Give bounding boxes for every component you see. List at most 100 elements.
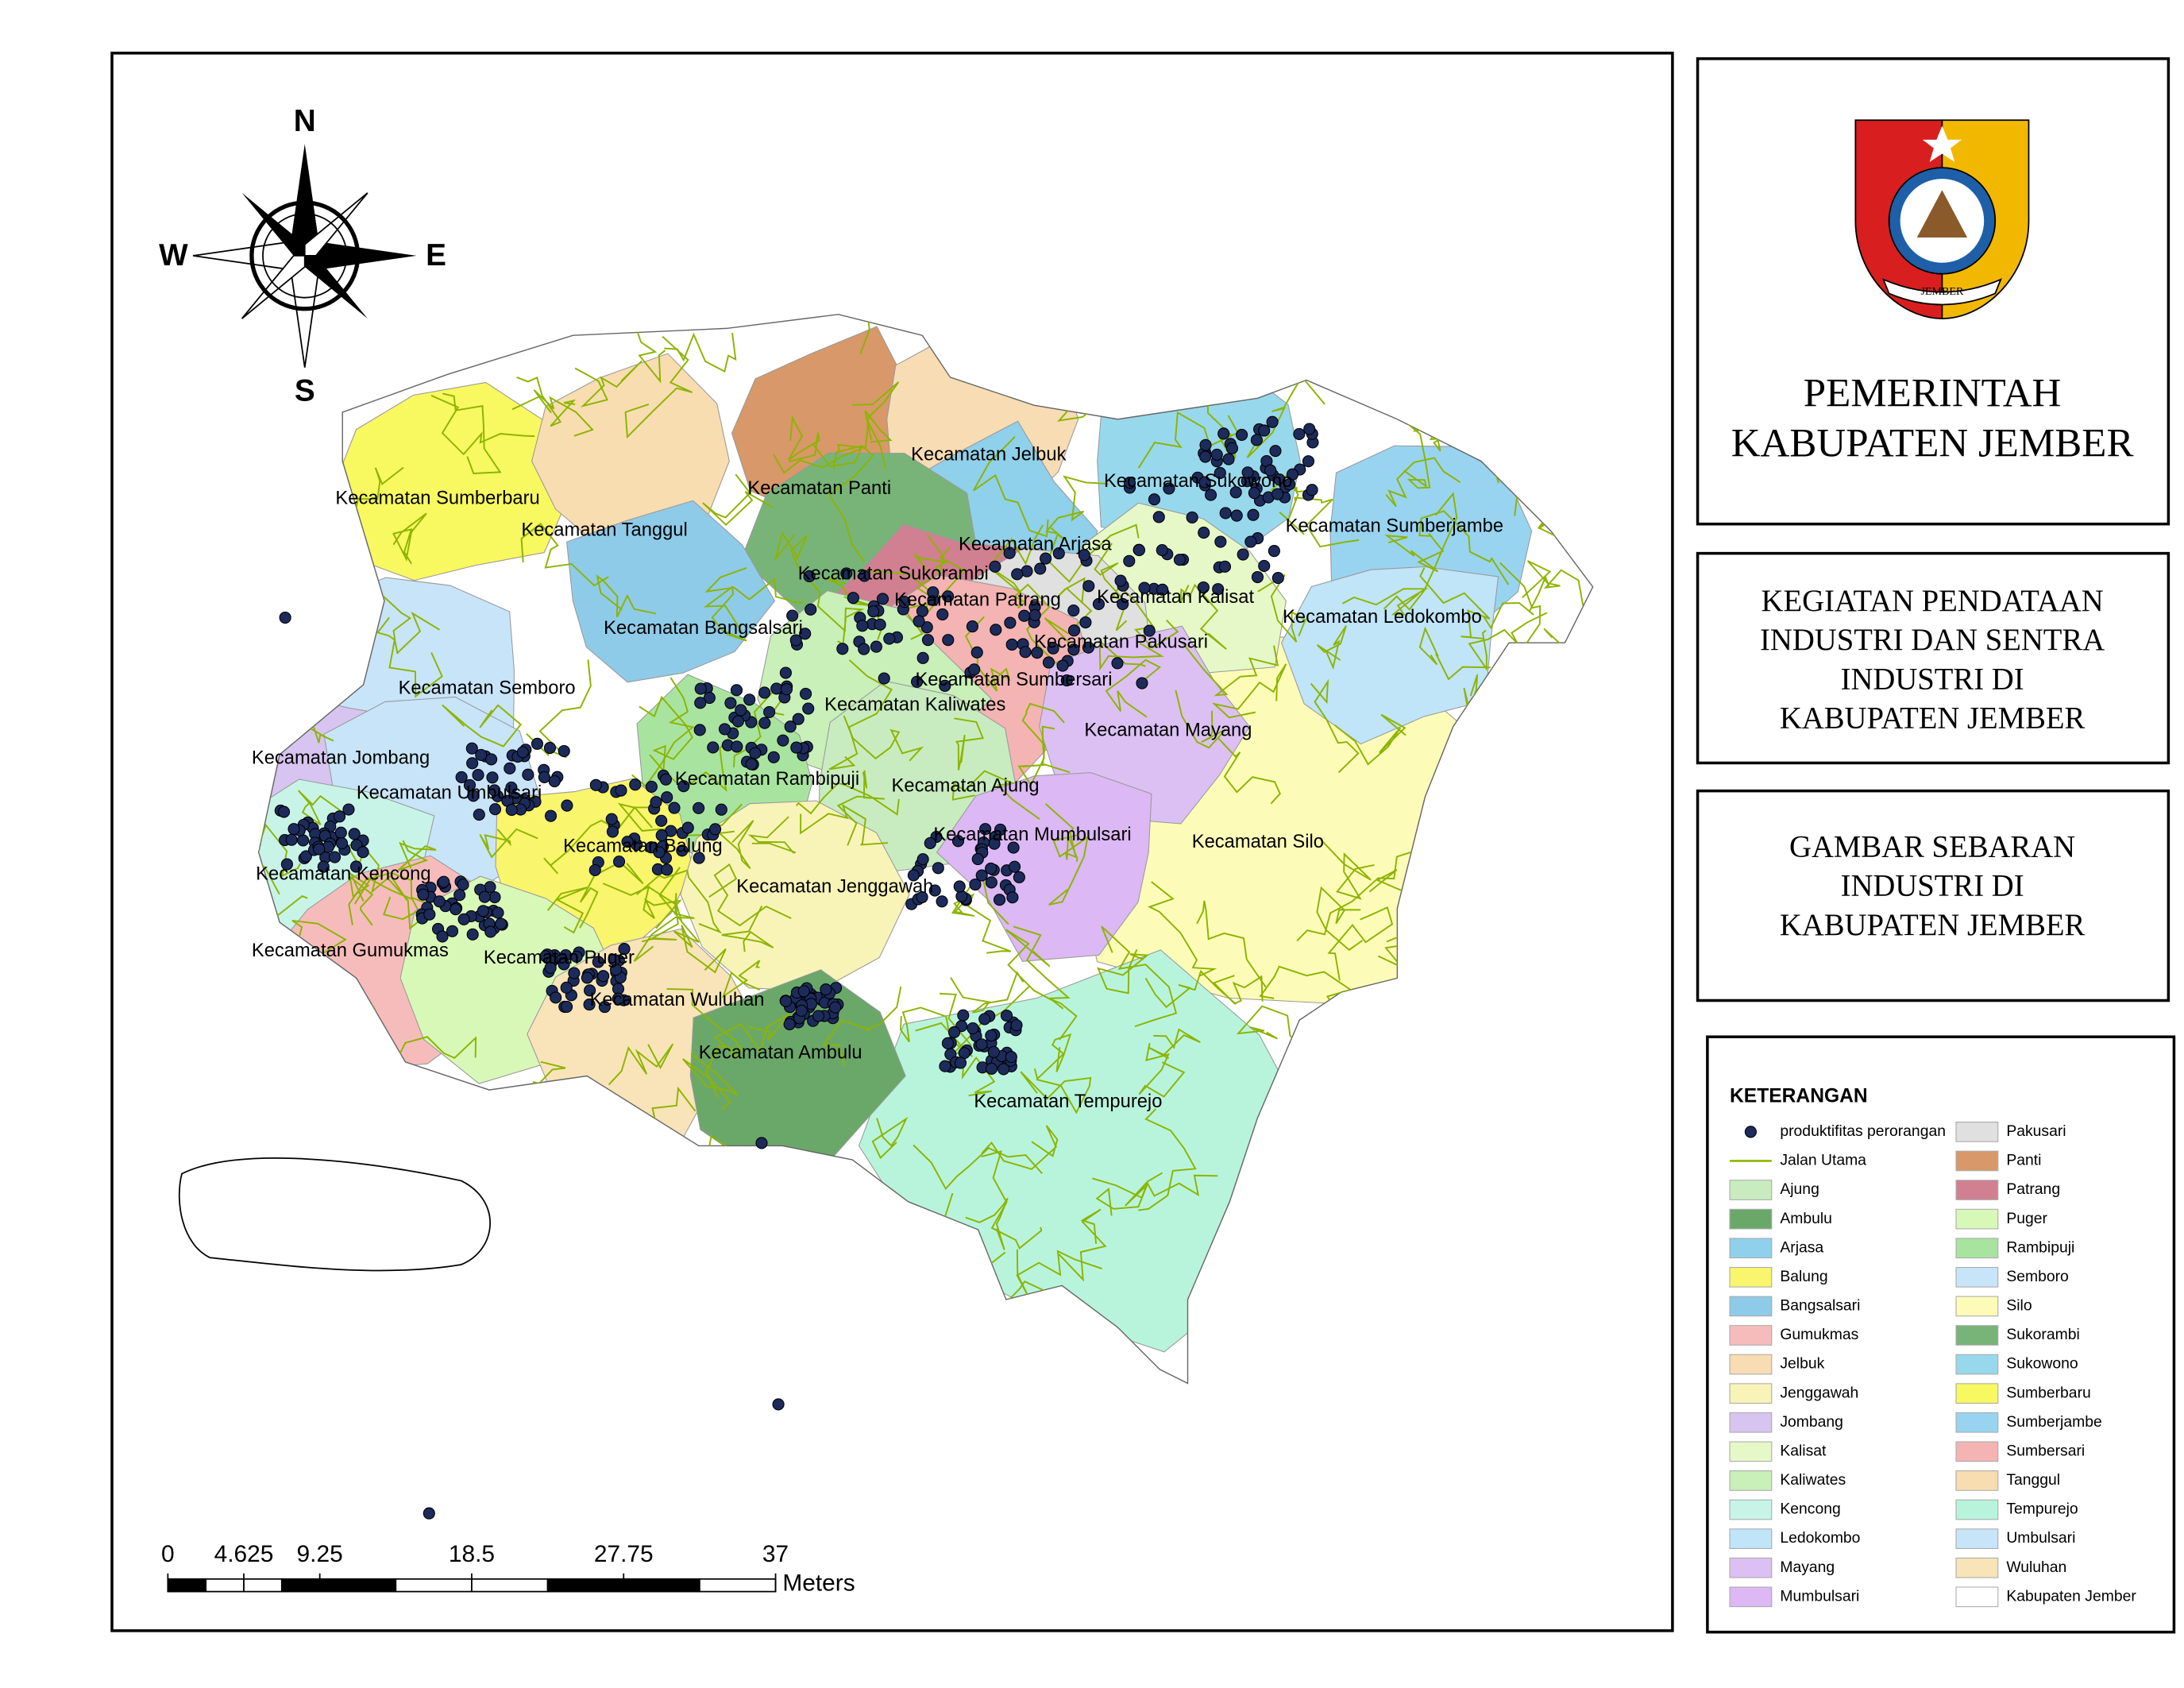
district-area — [566, 500, 776, 683]
industry-point — [584, 984, 596, 997]
legend-swatch — [1729, 1354, 1773, 1375]
industry-point — [1078, 549, 1090, 562]
industry-point — [1082, 580, 1095, 593]
road — [1236, 1005, 1314, 1060]
industry-point — [911, 675, 924, 688]
road — [382, 595, 440, 655]
legend-label: Jenggawah — [1780, 1384, 1858, 1401]
industry-point — [560, 981, 573, 994]
district-label: Kecamatan Kaliwates — [824, 695, 1005, 716]
road — [773, 443, 862, 474]
industry-point — [505, 781, 518, 794]
industry-point — [953, 880, 966, 893]
legend-swatch — [1955, 1441, 1999, 1462]
industry-point — [1004, 616, 1017, 629]
road — [1316, 625, 1347, 670]
industry-point — [1250, 434, 1263, 446]
industry-point — [1092, 597, 1106, 611]
road — [392, 512, 427, 565]
industry-point — [777, 734, 789, 747]
industry-point — [790, 741, 803, 754]
industry-point — [985, 876, 997, 889]
legend-swatch — [1955, 1325, 1999, 1346]
road — [1013, 925, 1078, 1041]
district-label: Kecamatan Gumukmas — [252, 941, 449, 961]
industry-point — [780, 683, 793, 696]
district-label: Kecamatan Arjasa — [959, 534, 1112, 554]
industry-point — [1266, 415, 1279, 428]
industry-point — [786, 609, 799, 622]
district-label: Kecamatan Bangsalsari — [604, 618, 803, 639]
industry-point — [718, 723, 731, 736]
industry-point — [348, 828, 361, 840]
road — [1101, 925, 1178, 1028]
industry-point — [417, 888, 430, 901]
district-label: Kecamatan Sumbersari — [915, 670, 1112, 690]
industry-point — [967, 1022, 979, 1035]
industry-point — [629, 778, 642, 791]
industry-point — [878, 672, 890, 685]
legend-swatch — [1955, 1122, 1999, 1142]
road — [1047, 523, 1140, 583]
legend-label: Sumbersari — [2006, 1442, 2085, 1459]
industry-point — [581, 971, 593, 984]
road — [602, 883, 682, 929]
road — [1058, 1208, 1107, 1282]
industry-point — [772, 1398, 785, 1411]
scale-label: 0 — [161, 1541, 175, 1567]
scale-label: 4.625 — [214, 1541, 274, 1567]
legend-label: Ledokombo — [1780, 1529, 1860, 1547]
legend-label: Rambipuji — [2006, 1238, 2074, 1256]
industry-point — [856, 620, 869, 632]
legend-dot — [1744, 1126, 1757, 1138]
industry-point — [795, 1004, 808, 1017]
industry-point — [1198, 476, 1211, 489]
road — [349, 871, 374, 926]
legend-label: Tempurejo — [2006, 1501, 2078, 1518]
road — [376, 616, 443, 698]
scale-bar: 0 4.625 9.25 18.5 27.75 37 Meters — [161, 1541, 855, 1597]
industry-point — [1031, 647, 1044, 659]
road — [430, 394, 535, 456]
figure-line: KABUPATEN JEMBER — [1780, 909, 2086, 942]
legend-label: Semboro — [2006, 1268, 2069, 1285]
industry-point — [1005, 638, 1018, 651]
legend-label: Puger — [2006, 1210, 2047, 1227]
industry-point — [693, 802, 705, 814]
road — [1105, 659, 1162, 718]
industry-points — [274, 415, 1319, 1520]
industry-point — [659, 773, 673, 786]
industry-point — [847, 592, 859, 605]
industry-point — [745, 758, 758, 771]
district-label: Kecamatan Panti — [747, 478, 891, 499]
industry-point — [936, 895, 948, 908]
industry-point — [731, 715, 744, 728]
industry-point — [423, 1507, 435, 1520]
road — [1095, 1172, 1163, 1216]
road — [682, 1053, 739, 1111]
road — [1138, 1108, 1197, 1211]
road — [1212, 975, 1264, 1005]
road — [1419, 567, 1491, 639]
industry-point — [516, 746, 529, 759]
district-label: Kecamatan Jombang — [252, 747, 430, 768]
road — [1137, 411, 1240, 469]
industry-point — [1152, 511, 1165, 523]
legend-swatch — [1955, 1354, 1999, 1375]
district-label: Kecamatan Patrang — [894, 590, 1061, 611]
industry-point — [1236, 428, 1248, 441]
road — [864, 410, 893, 469]
industry-point — [484, 925, 497, 938]
road — [579, 861, 644, 929]
figure-box — [1696, 789, 2170, 1002]
industry-point — [1143, 624, 1156, 637]
legend-label: Sumberbaru — [2006, 1384, 2090, 1401]
road — [520, 522, 609, 587]
industry-point — [1214, 535, 1227, 548]
legend-label: Mayang — [1780, 1559, 1835, 1576]
road — [353, 871, 432, 921]
industry-point — [1258, 424, 1271, 437]
scale-unit: Meters — [782, 1570, 855, 1597]
industry-point — [1212, 583, 1225, 596]
